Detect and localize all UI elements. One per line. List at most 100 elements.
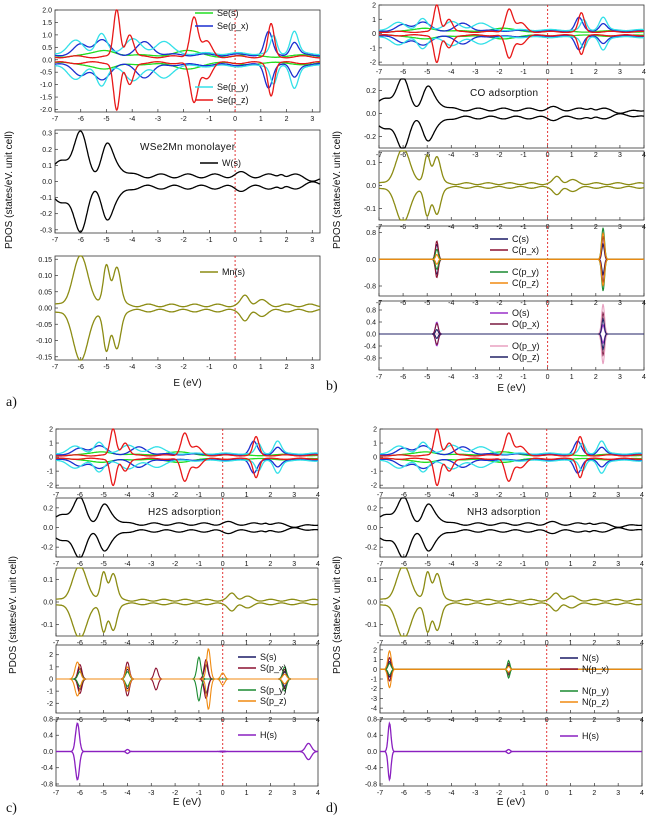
x-tick-label: -5 bbox=[424, 300, 430, 307]
x-tick-label: 3 bbox=[618, 69, 622, 76]
x-tick-label: -4 bbox=[124, 717, 130, 724]
series-line-Se(p_x)-up bbox=[380, 440, 642, 456]
x-tick-label: -5 bbox=[425, 492, 431, 499]
x-tick-label: -5 bbox=[101, 717, 107, 724]
x-tick-label: -1 bbox=[520, 717, 526, 724]
subplot-c-5: 0.8 0.4 0.0 -0.4 -0.8-7 -6 -5 -4 -3 -2 -1 0 1 2 3 4 H(s) bbox=[41, 717, 320, 798]
x-tick-label: 4 bbox=[640, 640, 644, 647]
legend-label: W(s) bbox=[222, 158, 241, 168]
x-tick-label: -6 bbox=[401, 790, 407, 797]
x-tick-label: -6 bbox=[401, 717, 407, 724]
x-tick-label: -1 bbox=[196, 561, 202, 568]
series-line-Se(p_y)-down bbox=[380, 459, 642, 474]
x-tick-label: -3 bbox=[155, 364, 161, 371]
series-line-H(s)-down bbox=[380, 750, 642, 782]
y-tick-label: -0.8 bbox=[41, 781, 53, 788]
x-tick-label: -4 bbox=[448, 790, 454, 797]
x-tick-label: 1 bbox=[245, 717, 249, 724]
legend-label: N(s) bbox=[582, 653, 599, 663]
legend-label: C(p_z) bbox=[512, 278, 539, 288]
y-tick-label: 0.0 bbox=[43, 525, 53, 532]
x-tick-label: 0 bbox=[221, 640, 225, 647]
x-tick-label: -1 bbox=[206, 364, 212, 371]
y-axis-label: PDOS (states/eV. unit cell) bbox=[332, 131, 343, 249]
series-line-Mn(s)-down bbox=[379, 602, 643, 637]
x-tick-label: -7 bbox=[52, 237, 58, 244]
x-tick-label: -1 bbox=[520, 561, 526, 568]
x-tick-label: -7 bbox=[53, 640, 59, 647]
x-tick-label: 1 bbox=[245, 561, 249, 568]
series-line-Se(p_y)-down bbox=[379, 35, 645, 51]
x-axis-label: E (eV) bbox=[497, 797, 525, 808]
x-tick-label: -6 bbox=[77, 561, 83, 568]
subplot-frame bbox=[378, 225, 645, 297]
series-line-Se(p_z)-up bbox=[54, 9, 321, 59]
series-line-S(p_z)-down bbox=[56, 678, 318, 710]
x-tick-label: -1 bbox=[196, 717, 202, 724]
x-tick-label: -3 bbox=[472, 717, 478, 724]
x-tick-label: -4 bbox=[129, 237, 135, 244]
series-line-Se(p_y)-down bbox=[56, 459, 318, 474]
x-tick-label: 0 bbox=[233, 116, 237, 123]
y-tick-label: 0 bbox=[373, 455, 377, 462]
x-tick-label: -3 bbox=[148, 717, 154, 724]
x-tick-label: 3 bbox=[618, 152, 622, 159]
y-tick-label: -1 bbox=[47, 689, 53, 696]
x-tick-label: 2 bbox=[268, 561, 272, 568]
series-line-Se(p_z)-down bbox=[55, 457, 318, 487]
series-line-W(s)-down bbox=[55, 527, 319, 558]
x-tick-label: -2 bbox=[181, 364, 187, 371]
legend-label: N(p_z) bbox=[582, 697, 609, 707]
y-tick-label: -0.2 bbox=[40, 211, 52, 218]
x-tick-label: -3 bbox=[472, 492, 478, 499]
y-tick-label: 0.3 bbox=[42, 131, 52, 138]
x-tick-label: -7 bbox=[377, 640, 383, 647]
y-tick-label: 1 bbox=[373, 657, 377, 664]
x-tick-label: 1 bbox=[259, 116, 263, 123]
panel-group-d: 210-1-2-7 -6 -5 -4 -3 -2 -1 0 1 2 3 40.20.0-0.2-7 -6… bbox=[326, 427, 644, 817]
y-tick-label: 0.4 bbox=[367, 733, 377, 740]
x-tick-label: -1 bbox=[196, 492, 202, 499]
x-tick-label: 2 bbox=[268, 790, 272, 797]
y-tick-label: 0.0 bbox=[367, 525, 377, 532]
x-tick-label: -4 bbox=[448, 374, 454, 381]
x-tick-label: 4 bbox=[316, 561, 320, 568]
x-tick-label: 2 bbox=[285, 364, 289, 371]
y-tick-label: -0.8 bbox=[365, 781, 377, 788]
y-tick-label: -0.15 bbox=[36, 354, 52, 361]
y-tick-label: -2 bbox=[47, 483, 53, 490]
y-tick-label: -0.4 bbox=[364, 344, 376, 351]
x-tick-label: -3 bbox=[472, 69, 478, 76]
y-tick-label: -1 bbox=[371, 677, 377, 684]
x-tick-label: -6 bbox=[401, 561, 407, 568]
x-axis-label: E (eV) bbox=[497, 383, 525, 394]
x-tick-label: -4 bbox=[129, 116, 135, 123]
panel-letter: d) bbox=[326, 801, 338, 816]
x-tick-label: -2 bbox=[172, 561, 178, 568]
x-tick-label: -3 bbox=[148, 561, 154, 568]
y-tick-label: 0.1 bbox=[366, 160, 376, 167]
x-tick-label: -4 bbox=[448, 561, 454, 568]
legend-label: S(s) bbox=[260, 652, 277, 662]
x-tick-label: -2 bbox=[181, 116, 187, 123]
x-tick-label: 2 bbox=[594, 300, 598, 307]
x-tick-label: -7 bbox=[53, 790, 59, 797]
x-tick-label: -2 bbox=[496, 717, 502, 724]
x-tick-label: 2 bbox=[285, 116, 289, 123]
y-tick-label: 2 bbox=[49, 427, 53, 434]
x-tick-label: -3 bbox=[155, 116, 161, 123]
x-tick-label: -4 bbox=[448, 69, 454, 76]
series-line-H(s)-down bbox=[56, 750, 318, 781]
x-tick-label: -7 bbox=[376, 374, 382, 381]
y-tick-label: -0.2 bbox=[41, 545, 53, 552]
x-tick-label: -6 bbox=[77, 640, 83, 647]
x-tick-label: -5 bbox=[101, 492, 107, 499]
x-tick-label: 1 bbox=[570, 152, 574, 159]
legend-label: Se(p_y) bbox=[217, 82, 249, 92]
x-tick-label: -7 bbox=[377, 561, 383, 568]
x-tick-label: 1 bbox=[569, 492, 573, 499]
y-tick-label: -1 bbox=[47, 469, 53, 476]
x-tick-label: -4 bbox=[448, 492, 454, 499]
x-tick-label: -2 bbox=[172, 492, 178, 499]
